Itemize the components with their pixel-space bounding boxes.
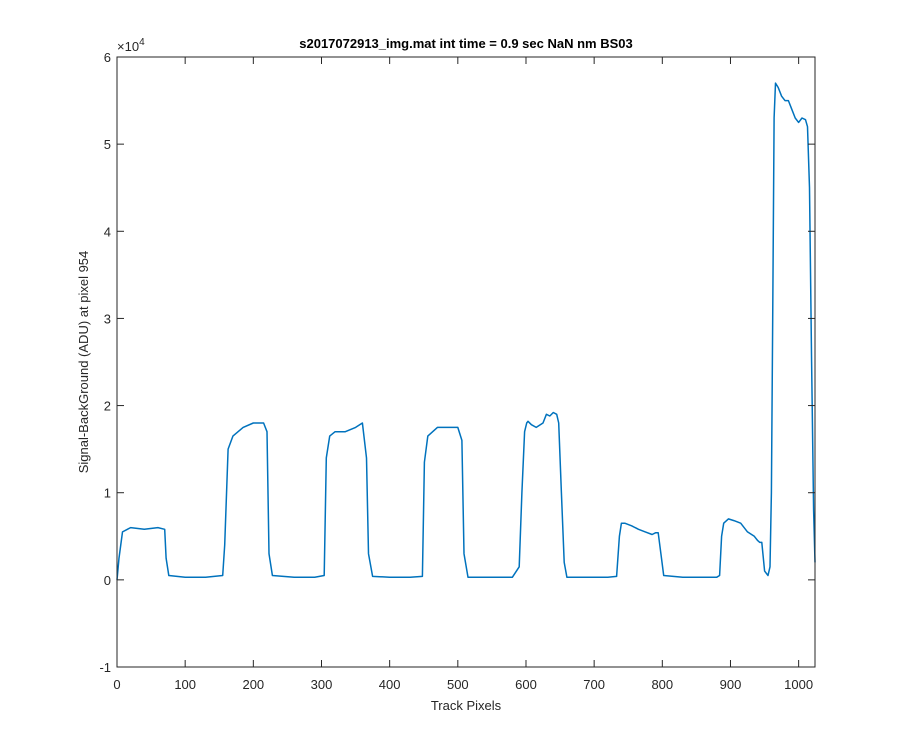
y-axis-exponent: ×104: [117, 37, 145, 54]
y-tick-label: 3: [104, 311, 111, 326]
y-tick-label: 0: [104, 573, 111, 588]
x-tick-label: 200: [242, 677, 264, 692]
x-tick-label: 600: [515, 677, 537, 692]
x-tick-label: 0: [113, 677, 120, 692]
x-tick-label: 300: [311, 677, 333, 692]
y-tick-label: -1: [99, 660, 111, 675]
x-tick-label: 700: [583, 677, 605, 692]
chart-title: s2017072913_img.mat int time = 0.9 sec N…: [299, 36, 633, 51]
x-axis-ticks: 0 100 200 300 400 500 600 700 800 900 1000: [113, 57, 813, 692]
series-line: [116, 82, 816, 580]
y-axis-ticks: -1 0 1 2 3 4 5 6: [99, 50, 815, 675]
y-tick-label: 2: [104, 399, 111, 414]
y-tick-label: 1: [104, 486, 111, 501]
x-tick-label: 100: [174, 677, 196, 692]
y-tick-label: 5: [104, 137, 111, 152]
y-axis-label: Signal-BackGround (ADU) at pixel 954: [76, 251, 91, 474]
x-tick-label: 900: [720, 677, 742, 692]
y-tick-label: 4: [104, 224, 111, 239]
y-tick-label: 6: [104, 50, 111, 65]
axes-box: [116, 56, 816, 668]
x-tick-label: 800: [651, 677, 673, 692]
x-axis-label: Track Pixels: [431, 698, 502, 713]
x-tick-label: 500: [447, 677, 469, 692]
x-tick-label: 400: [379, 677, 401, 692]
x-tick-label: 1000: [784, 677, 813, 692]
